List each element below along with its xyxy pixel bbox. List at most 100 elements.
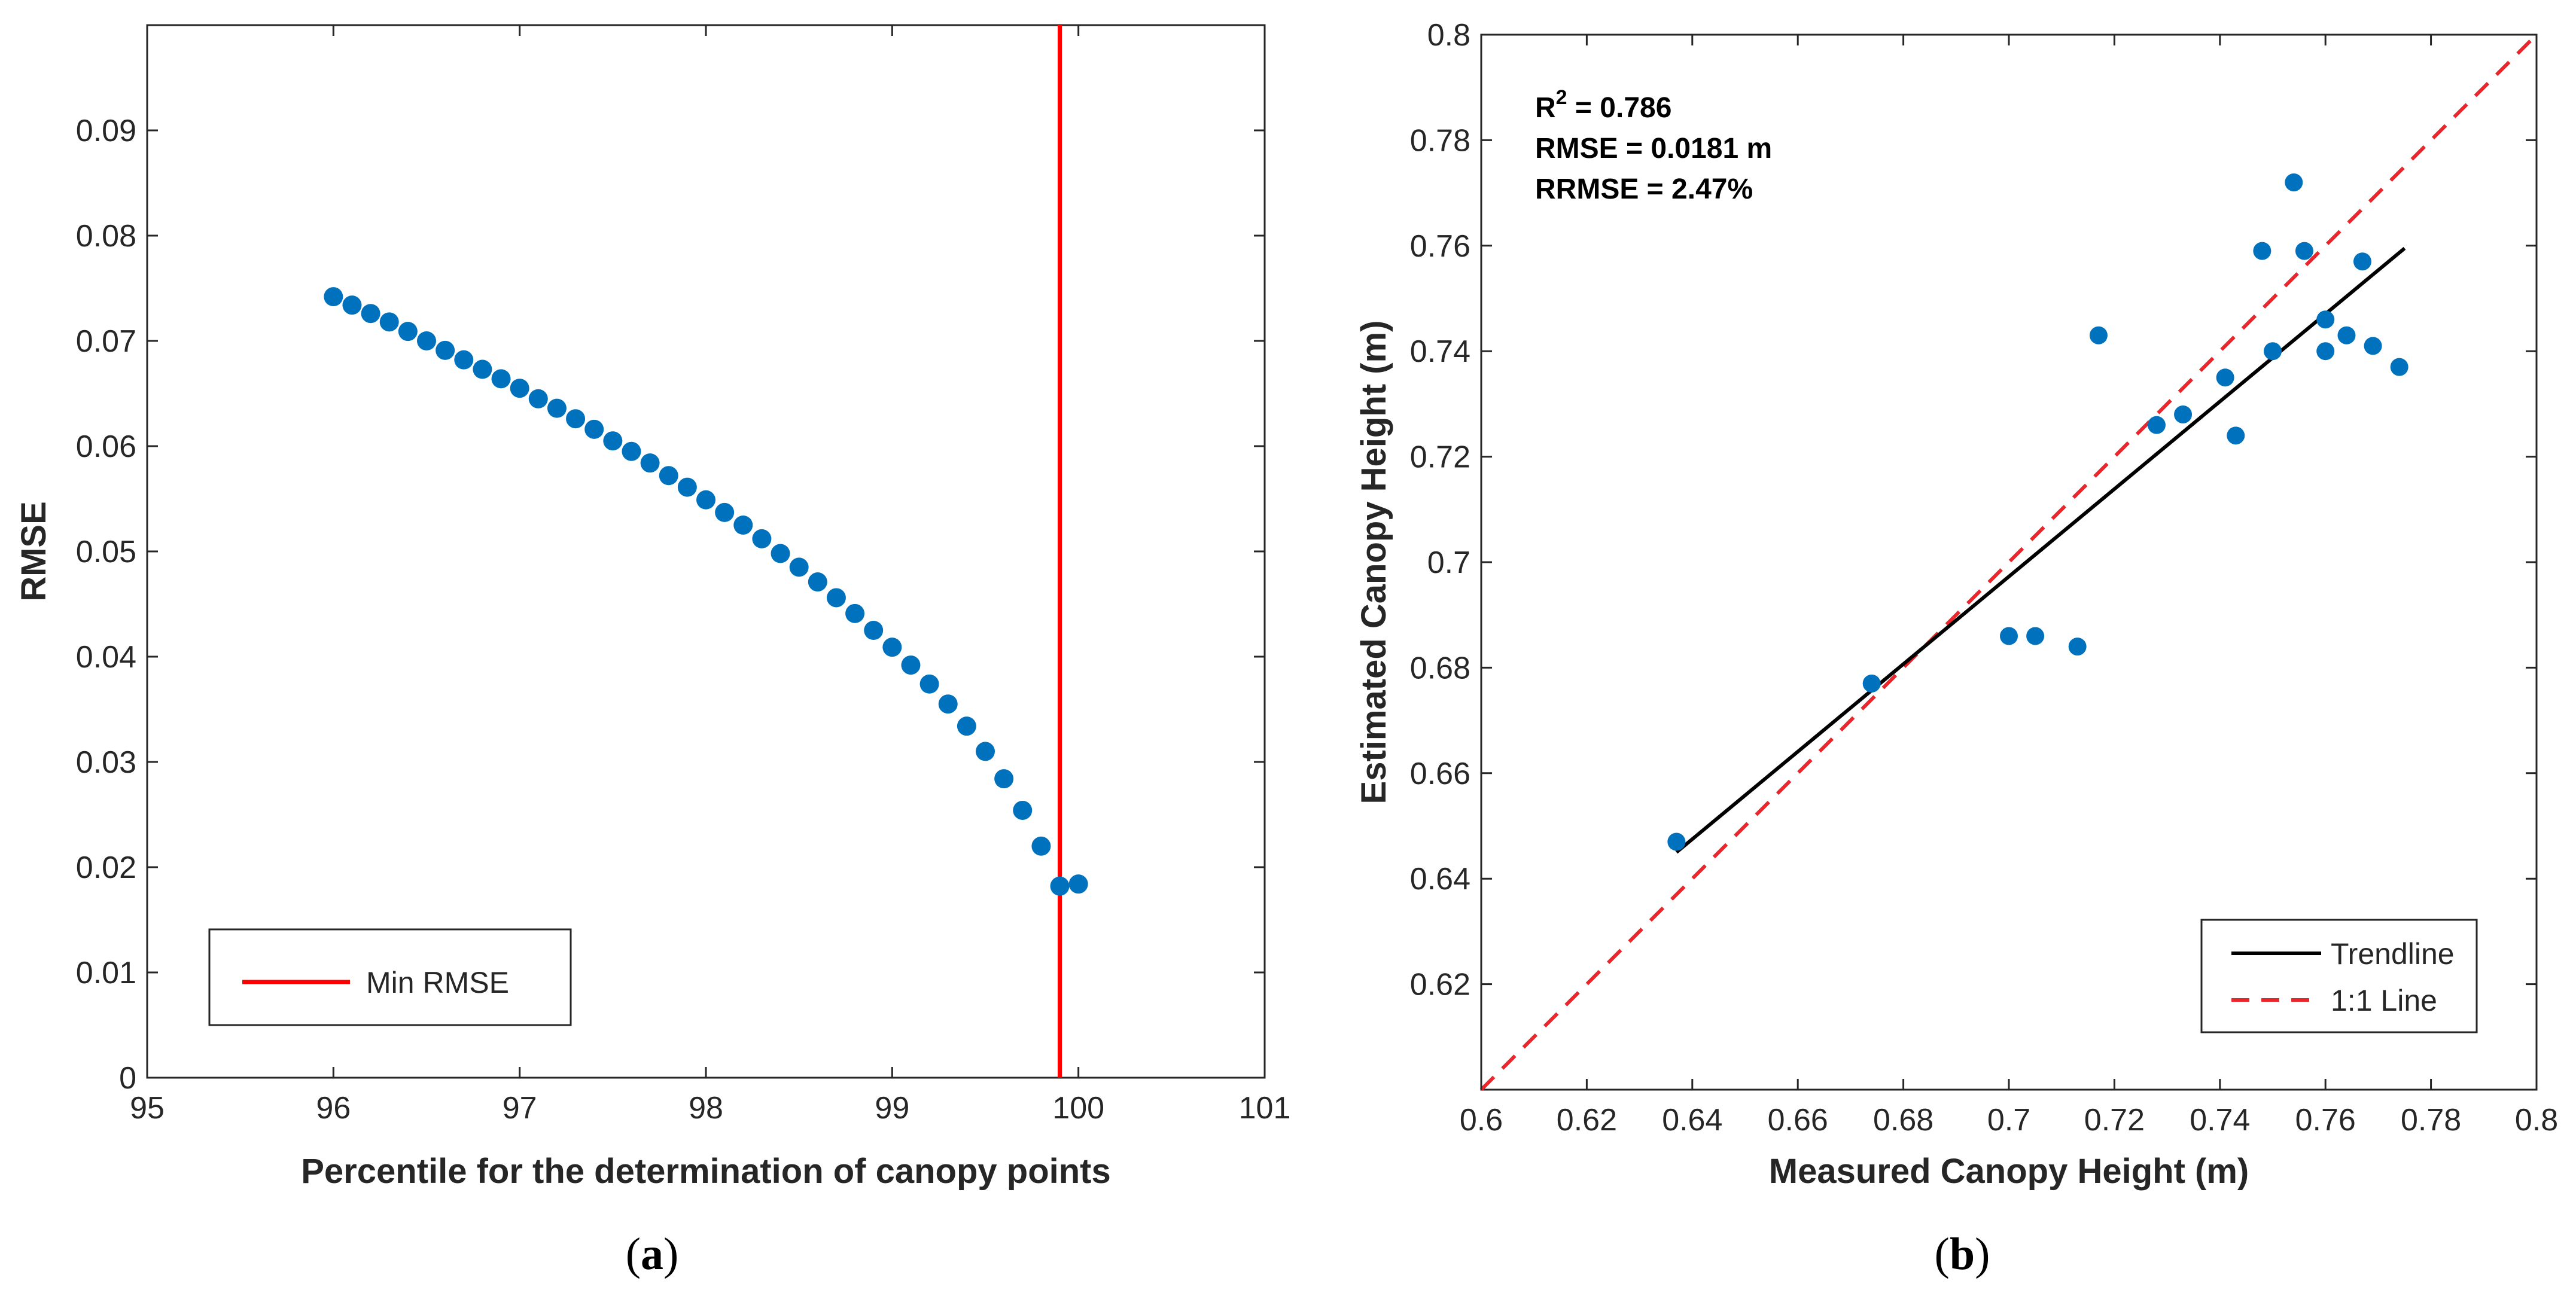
panel-a-data-point: [603, 431, 623, 451]
panel-a-y-tick-label: 0.02: [76, 850, 136, 885]
legend-trendline-label: Trendline: [2331, 937, 2455, 971]
panel-b-y-tick-label: 0.66: [1410, 757, 1470, 791]
panel-b-data-point: [2316, 342, 2335, 361]
panel-a-data-point: [715, 502, 735, 522]
panel-b-data-point: [2253, 242, 2271, 260]
panel-a-data-point: [659, 466, 678, 486]
panel-a-data-point: [491, 369, 511, 389]
panel-a-x-axis-label: Percentile for the determination of cano…: [301, 1152, 1111, 1191]
panel-b-data-point: [2026, 627, 2045, 645]
panel-b-data-point: [2227, 426, 2245, 445]
panel-b-x-tick-label: 0.64: [1662, 1103, 1722, 1138]
panel-b-x-tick-label: 0.7: [1987, 1103, 2030, 1138]
panel-a-y-tick-label: 0.06: [76, 429, 136, 464]
panel-a-data-point: [938, 694, 958, 714]
panel-a-x-tick-label: 100: [1052, 1091, 1104, 1126]
panel-b-data-point: [2000, 627, 2018, 645]
panel-a-x-tick-label: 99: [875, 1091, 909, 1126]
panel-a-y-tick-label: 0.03: [76, 745, 136, 780]
panel-b-data-point: [2068, 638, 2087, 656]
panel-a-data-point: [398, 322, 418, 341]
panel-b-y-tick-label: 0.78: [1410, 123, 1470, 158]
panel-a-points: [324, 287, 1088, 896]
panel-a-y-tick-label: 0.09: [76, 114, 136, 148]
panel-b-data-point: [2337, 326, 2356, 344]
panel-b-data-point: [2089, 326, 2108, 344]
panel-b-caption: (b): [1935, 1229, 1990, 1279]
panel-a-rmse-vs-percentile: 95 96 97 98 99 100 101 0 0.01 0.02 0.03 0.04 0.05 0.0…: [14, 24, 1291, 1279]
panel-b-data-point: [2316, 310, 2335, 329]
panel-a-data-point: [361, 304, 380, 324]
panel-a-data-point: [566, 409, 586, 429]
panel-b-points: [1667, 173, 2408, 851]
panel-a-data-point: [957, 716, 976, 736]
legend-1-to-1-label: 1:1 Line: [2331, 984, 2437, 1017]
panel-a-data-point: [919, 674, 939, 694]
panel-a-data-point: [342, 295, 362, 315]
panel-a-y-axis-label: RMSE: [14, 501, 53, 602]
panel-a-data-point: [826, 588, 846, 608]
panel-a-y-tick-label: 0.05: [76, 535, 136, 569]
legend-min-rmse-label: Min RMSE: [366, 966, 509, 999]
panel-a-caption: (a): [626, 1229, 679, 1279]
panel-b-x-tick-label: 0.8: [2515, 1103, 2558, 1138]
panel-a-caption-letter: a: [641, 1229, 663, 1279]
panel-b-x-tick-label: 0.68: [1873, 1103, 1933, 1138]
panel-a-legend-box: [208, 928, 572, 1026]
panel-b-data-point: [2295, 242, 2313, 260]
panel-a-data-point: [733, 516, 753, 535]
panel-a-x-tick-label: 101: [1239, 1091, 1291, 1126]
panel-a-legend: Min RMSE: [208, 928, 572, 1026]
panel-b-data-point: [2216, 368, 2234, 387]
panel-a-data-point: [1031, 836, 1051, 856]
panel-b-caption-letter: b: [1950, 1229, 1975, 1279]
panel-b-x-tick-label: 0.74: [2190, 1103, 2250, 1138]
panel-a-y-tick-label: 0.01: [76, 956, 136, 990]
panel-b-ticks: 0.6 0.62 0.64 0.66 0.68 0.7 0.72 0.74 0.76 0.78 0.…: [1410, 18, 2558, 1138]
panel-b-legend-box: [2200, 919, 2478, 1033]
panel-a-data-point: [547, 398, 567, 418]
panel-a-data-point: [454, 350, 474, 370]
panel-b-data-point: [1862, 674, 1881, 693]
r-squared-superscript: 2: [1556, 86, 1567, 109]
panel-b-x-tick-label: 0.62: [1557, 1103, 1617, 1138]
panel-b-data-point: [2264, 342, 2282, 361]
panel-a-x-tick-label: 96: [316, 1091, 351, 1126]
panel-a-y-tick-label: 0.07: [76, 324, 136, 359]
panel-b-x-tick-label: 0.78: [2401, 1103, 2461, 1138]
panel-a-data-point: [771, 544, 790, 563]
panel-b-y-tick-label: 0.68: [1410, 651, 1470, 685]
identity-1-to-1-line: [1479, 33, 2538, 1091]
panel-a-data-point: [845, 603, 865, 623]
panel-a-ticks: 95 96 97 98 99 100 101 0 0.01 0.02 0.03 0.04 0.05 0.0…: [76, 25, 1291, 1126]
panel-b-data-point: [2390, 358, 2408, 376]
panel-a-data-point: [584, 419, 604, 439]
panel-a-data-point: [901, 655, 921, 675]
panel-a-data-point: [994, 769, 1014, 789]
panel-b-data-point: [2364, 337, 2382, 355]
panel-b-data-point: [2285, 173, 2303, 191]
panel-a-x-tick-label: 95: [130, 1091, 165, 1126]
panel-a-data-point: [417, 331, 436, 350]
panel-a-x-tick-label: 97: [503, 1091, 537, 1126]
panel-b-data-point: [2147, 416, 2166, 434]
panel-a-data-point: [1050, 876, 1070, 896]
panel-a-data-point: [1068, 874, 1088, 894]
panel-a-data-point: [808, 572, 827, 592]
r-squared-symbol: R: [1535, 92, 1556, 124]
panel-b-data-point: [2174, 405, 2193, 424]
panel-a-data-point: [640, 453, 660, 473]
panel-a-data-point: [864, 621, 884, 640]
panel-a-plot-area: [146, 24, 1266, 1079]
panel-b-x-axis-label: Measured Canopy Height (m): [1769, 1152, 2249, 1191]
panel-b-x-tick-label: 0.6: [1460, 1103, 1503, 1138]
panel-a-data-point: [622, 441, 641, 461]
rrmse-text: RRMSE = 2.47%: [1535, 173, 1753, 205]
panel-a-y-tick-label: 0: [119, 1061, 136, 1096]
r-squared-value: = 0.786: [1567, 92, 1672, 124]
panel-a-data-point: [379, 312, 399, 332]
r-squared-text: R2 = 0.786: [1535, 86, 1671, 124]
panel-b-legend: Trendline 1:1 Line: [2200, 919, 2478, 1033]
panel-b-y-tick-label: 0.76: [1410, 229, 1470, 264]
